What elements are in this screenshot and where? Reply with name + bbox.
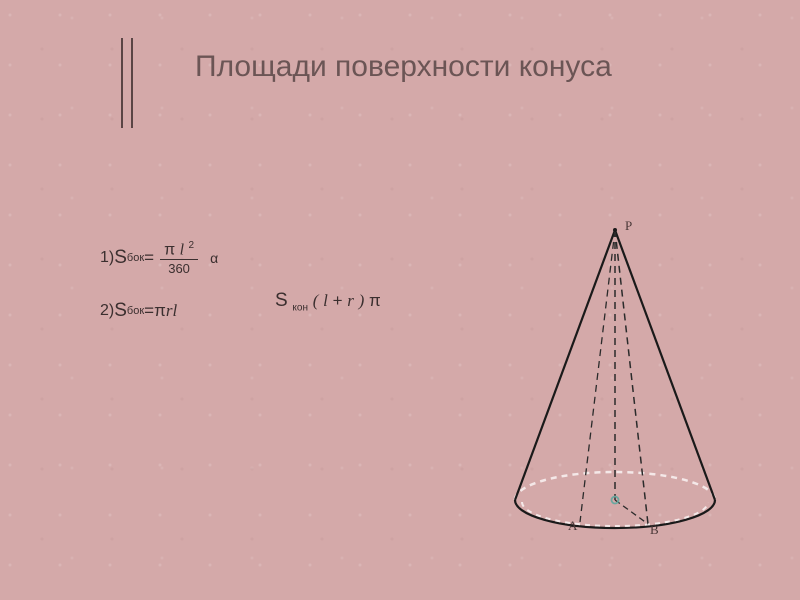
radius-b xyxy=(615,500,648,524)
f1-prefix: 1) xyxy=(100,249,114,267)
formula-3: S кон ( l + r ) π xyxy=(275,290,381,313)
f1-S: S xyxy=(114,247,127,269)
f2-S: S xyxy=(114,300,127,322)
label-A: A xyxy=(568,518,577,534)
f1-eq: = xyxy=(144,248,154,268)
f3-paren-close: ) xyxy=(359,291,365,310)
page-title: Площади поверхности конуса xyxy=(195,50,612,84)
f1-sub: бок xyxy=(127,252,144,264)
cone-svg xyxy=(470,210,760,550)
f1-fraction: π l 2 360 xyxy=(160,240,198,276)
label-B: B xyxy=(650,522,659,538)
slant-left xyxy=(515,230,615,500)
slant-a xyxy=(580,230,615,522)
f1-denom: 360 xyxy=(168,260,190,276)
cone-diagram: P A B xyxy=(470,210,760,550)
f1-numer: π l 2 xyxy=(160,240,198,260)
f3-paren-open: ( xyxy=(313,291,319,310)
f2-prefix: 2) xyxy=(100,302,114,320)
formula-2: 2) S бок = π rl xyxy=(100,300,218,322)
f1-alpha: α xyxy=(210,250,218,266)
f2-sub: бок xyxy=(127,305,144,317)
f3-plus: + xyxy=(333,291,348,310)
f2-pi: π xyxy=(154,301,166,321)
f3-l: l xyxy=(323,291,328,310)
title-decoration xyxy=(121,38,133,128)
label-P: P xyxy=(625,218,632,234)
f3-S: S xyxy=(275,290,288,311)
f2-eq: = xyxy=(144,301,154,321)
f1-pi: π xyxy=(164,241,175,258)
ellipse-inner xyxy=(522,502,708,526)
f1-exp: 2 xyxy=(189,240,195,251)
f3-r: r xyxy=(347,291,354,310)
f3-sub: кон xyxy=(292,302,308,313)
formulas-block: 1) S бок = π l 2 360 α 2) S бок = π rl xyxy=(100,240,218,346)
formula-1: 1) S бок = π l 2 360 α xyxy=(100,240,218,276)
f1-l: l xyxy=(180,241,184,258)
apex-dot xyxy=(613,228,617,232)
f2-rl: rl xyxy=(166,301,177,321)
f3-pi: π xyxy=(369,291,381,310)
